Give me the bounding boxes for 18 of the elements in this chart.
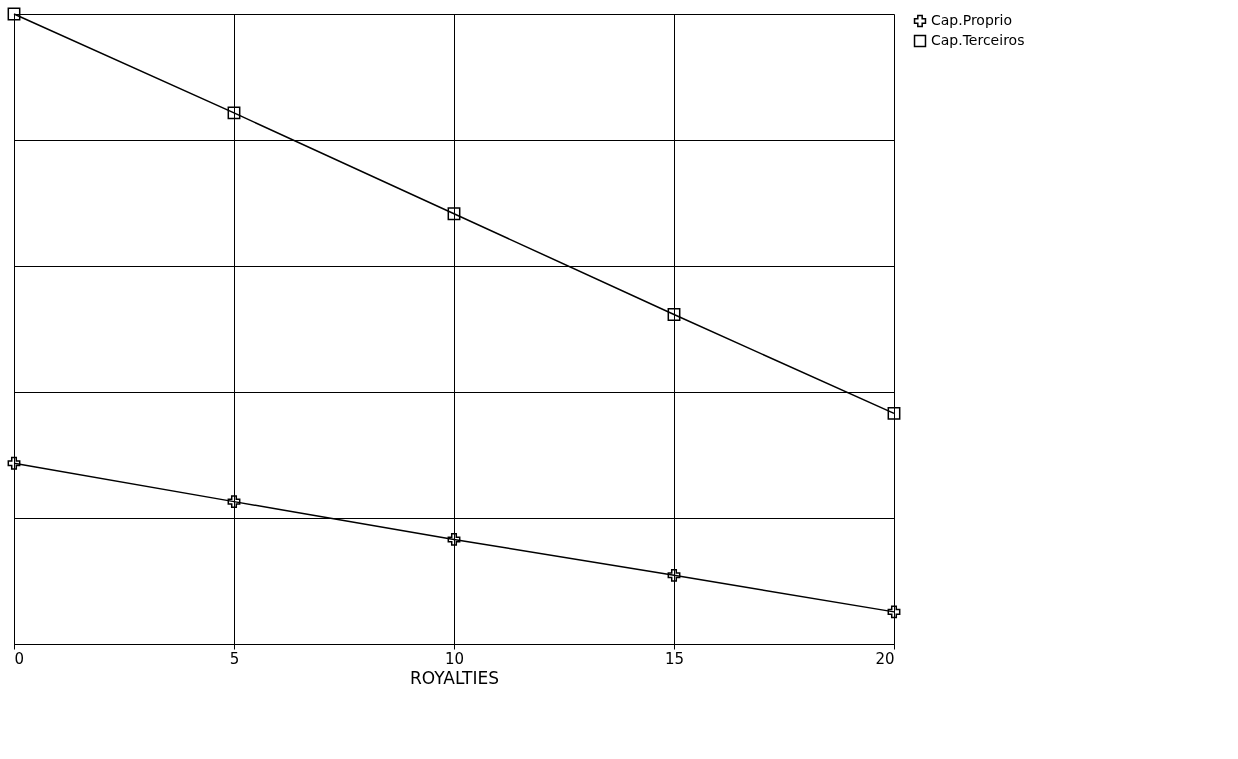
point [667, 308, 681, 321]
point [447, 532, 461, 546]
legend-label: Cap.Terceiros [931, 32, 1025, 48]
point [887, 605, 901, 619]
x-tick-label: 10 [444, 649, 465, 668]
point [227, 106, 241, 120]
x-tick-label: 20 [875, 649, 895, 668]
point [227, 495, 241, 509]
legend-label: Cap.Proprio [931, 12, 1012, 28]
point [447, 207, 461, 221]
x-tick-label: 15 [664, 649, 685, 668]
point [887, 406, 901, 420]
point [7, 7, 21, 21]
x-axis-title: ROYALTIES [409, 667, 500, 688]
point [7, 456, 21, 470]
point [667, 568, 681, 582]
x-tick-label: 0 [14, 649, 25, 668]
x-tick-label: 5 [229, 649, 240, 668]
